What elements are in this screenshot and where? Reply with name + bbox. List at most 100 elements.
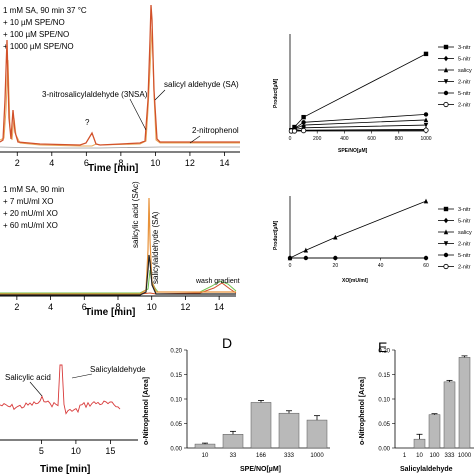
panel-a-x-label: Time [min] <box>88 163 138 174</box>
data-point <box>333 255 338 261</box>
panel-a-legend-line-1: 1 mM SA, 90 min 37 °C <box>3 6 87 15</box>
panel-b-x-label: SPE/NO[µM] <box>338 148 368 154</box>
x-tick-label: 10 <box>416 453 423 459</box>
bar-panel-e-y-ticks: 0.00 0.05 0.10 0.15 0.20 <box>378 349 395 453</box>
data-point <box>291 128 298 134</box>
x-tick-label: 1000 <box>458 453 472 459</box>
panel-e-trace <box>0 364 121 415</box>
legend-label: 3-nitr <box>458 45 471 51</box>
x-tick-label: 166 <box>256 453 267 459</box>
bar-panel-d-bars: 10 33 166 333 1000 <box>194 400 328 459</box>
panel-c-annotation-sac: salicylic acid (SAc) <box>131 181 140 248</box>
panel-a-annotation-sa-arrow <box>154 89 166 101</box>
legend-label: 3-nitr <box>458 207 471 213</box>
panel-e-annotation-salicylaldehyde: Salicylaldehyde <box>90 365 146 374</box>
data-point <box>423 198 429 204</box>
y-tick-label: 0.15 <box>378 373 390 379</box>
legend-label: 2-nitr <box>458 103 471 109</box>
y-tick-label: 0.10 <box>170 398 182 404</box>
data-point <box>303 255 309 261</box>
x-tick-label: 8 <box>115 302 120 312</box>
bar-panel-e-y-label: o-Nitrophenol [Area] <box>359 377 366 445</box>
panel-a-annotation-3nsa-arrow <box>129 98 147 131</box>
panel-a-annotation-2np: 2-nitrophenol <box>192 126 239 135</box>
bar <box>222 434 244 449</box>
bar <box>194 443 216 449</box>
panel-a-chromatogram: 2 4 6 8 10 12 14 Time [min] 1 mM SA, 90 min 37… <box>0 4 240 174</box>
x-tick-label: 0 <box>289 136 292 142</box>
x-tick-label: 14 <box>219 158 229 168</box>
data-point <box>423 127 429 133</box>
panel-d-line-chart: 0 20 40 60 XO[mU/ml] Product[µM] 3-nitr 5-ni… <box>273 196 472 284</box>
panel-a-annotation-3nsa: 3-nitrosalicylaldehyde (3NSA) <box>42 90 148 99</box>
bar <box>278 412 300 449</box>
x-tick-label: 2 <box>14 302 19 312</box>
bar <box>413 438 426 449</box>
legend-marker <box>443 252 449 258</box>
legend-label: 2-nitr <box>458 80 471 86</box>
x-tick-label: 1000 <box>310 453 324 459</box>
panel-a-x-ticks: 2 4 6 8 10 12 14 <box>15 152 229 168</box>
x-tick-label: 2 <box>15 158 20 168</box>
panel-c-legend-line-3: + 20 mU/ml XO <box>3 209 58 218</box>
legend-marker <box>443 217 449 224</box>
legend-marker <box>443 241 449 247</box>
x-tick-label: 100 <box>429 453 440 459</box>
data-point <box>423 51 429 57</box>
x-tick-label: 333 <box>444 453 455 459</box>
panel-c-x-ticks: 2 4 6 8 10 12 14 <box>14 296 224 312</box>
series-line-0 <box>289 200 427 259</box>
bar-panel-d-y-ticks: 0.00 0.05 0.10 0.15 0.20 <box>170 349 187 453</box>
panel-c-trace-orange <box>0 197 236 295</box>
panel-a-annotation-2np-arrow <box>189 135 201 144</box>
x-tick-label: 10 <box>147 302 157 312</box>
bar <box>306 419 328 449</box>
bar-panel-d-letter: D <box>222 335 232 351</box>
bar-panel-e-letter: E <box>378 339 387 355</box>
legend-marker <box>443 90 449 96</box>
data-point <box>423 122 429 128</box>
x-tick-label: 20 <box>333 263 339 269</box>
bar-panel-d-x-label: SPE/NO[µM] <box>240 466 281 473</box>
x-tick-label: 10 <box>150 158 160 168</box>
legend-marker <box>443 67 449 73</box>
legend-marker <box>443 44 449 50</box>
x-tick-label: 5 <box>39 446 44 456</box>
legend-marker <box>443 229 449 235</box>
panel-e-x-ticks: 5 10 15 <box>39 440 115 456</box>
x-tick-label: 800 <box>395 136 404 142</box>
x-tick-label: 15 <box>105 446 115 456</box>
x-tick-label: 6 <box>84 158 89 168</box>
x-tick-label: 6 <box>82 302 87 312</box>
legend-label: 5-nitr <box>458 91 471 97</box>
data-point <box>301 120 306 125</box>
panel-e-chromatogram: 5 10 15 Time [min] Salicylic acid Salicyla… <box>0 364 146 474</box>
panel-c-legend-line-2: + 7 mU/ml XO <box>3 197 53 206</box>
x-tick-label: 400 <box>340 136 349 142</box>
panel-a-legend-line-4: + 1000 µM SPE/NO <box>3 42 74 51</box>
y-tick-label: 0.05 <box>170 422 182 428</box>
legend-marker <box>443 206 449 212</box>
panel-a-annotation-sa: salicyl aldehyde (SA) <box>164 80 239 89</box>
x-tick-label: 12 <box>185 158 195 168</box>
x-tick-label: 60 <box>423 263 429 269</box>
panel-b-y-label: Product[µM] <box>273 78 279 108</box>
x-tick-label: 10 <box>202 453 209 459</box>
legend-marker <box>443 79 449 85</box>
legend-marker <box>443 55 449 62</box>
panel-a-annotation-unknown: ? <box>85 118 90 127</box>
data-point <box>300 128 307 134</box>
panel-c-x-label: Time [min] <box>85 307 135 318</box>
x-tick-label: 8 <box>118 158 123 168</box>
legend-label: 5-nitr <box>458 219 471 225</box>
panel-d-y-label: Product[µM] <box>273 220 279 250</box>
panel-c-chromatogram: 2 4 6 8 10 12 14 Time [min] 1 mM SA, 90 min + … <box>0 181 240 318</box>
bar <box>250 402 272 449</box>
panel-c-annotation-sa: salicylaldehyde (SA) <box>151 211 160 284</box>
bar <box>443 381 456 449</box>
panel-a-legend: 1 mM SA, 90 min 37 °C + 10 µM SPE/NO + 1… <box>3 6 87 51</box>
panel-b-line-chart: 0 200 400 600 800 1000 SPE/NO[µM] Product[µM]… <box>273 34 472 154</box>
panel-e-annotation-salicylic-acid: Salicylic acid <box>5 373 51 382</box>
x-tick-label: 333 <box>284 453 295 459</box>
